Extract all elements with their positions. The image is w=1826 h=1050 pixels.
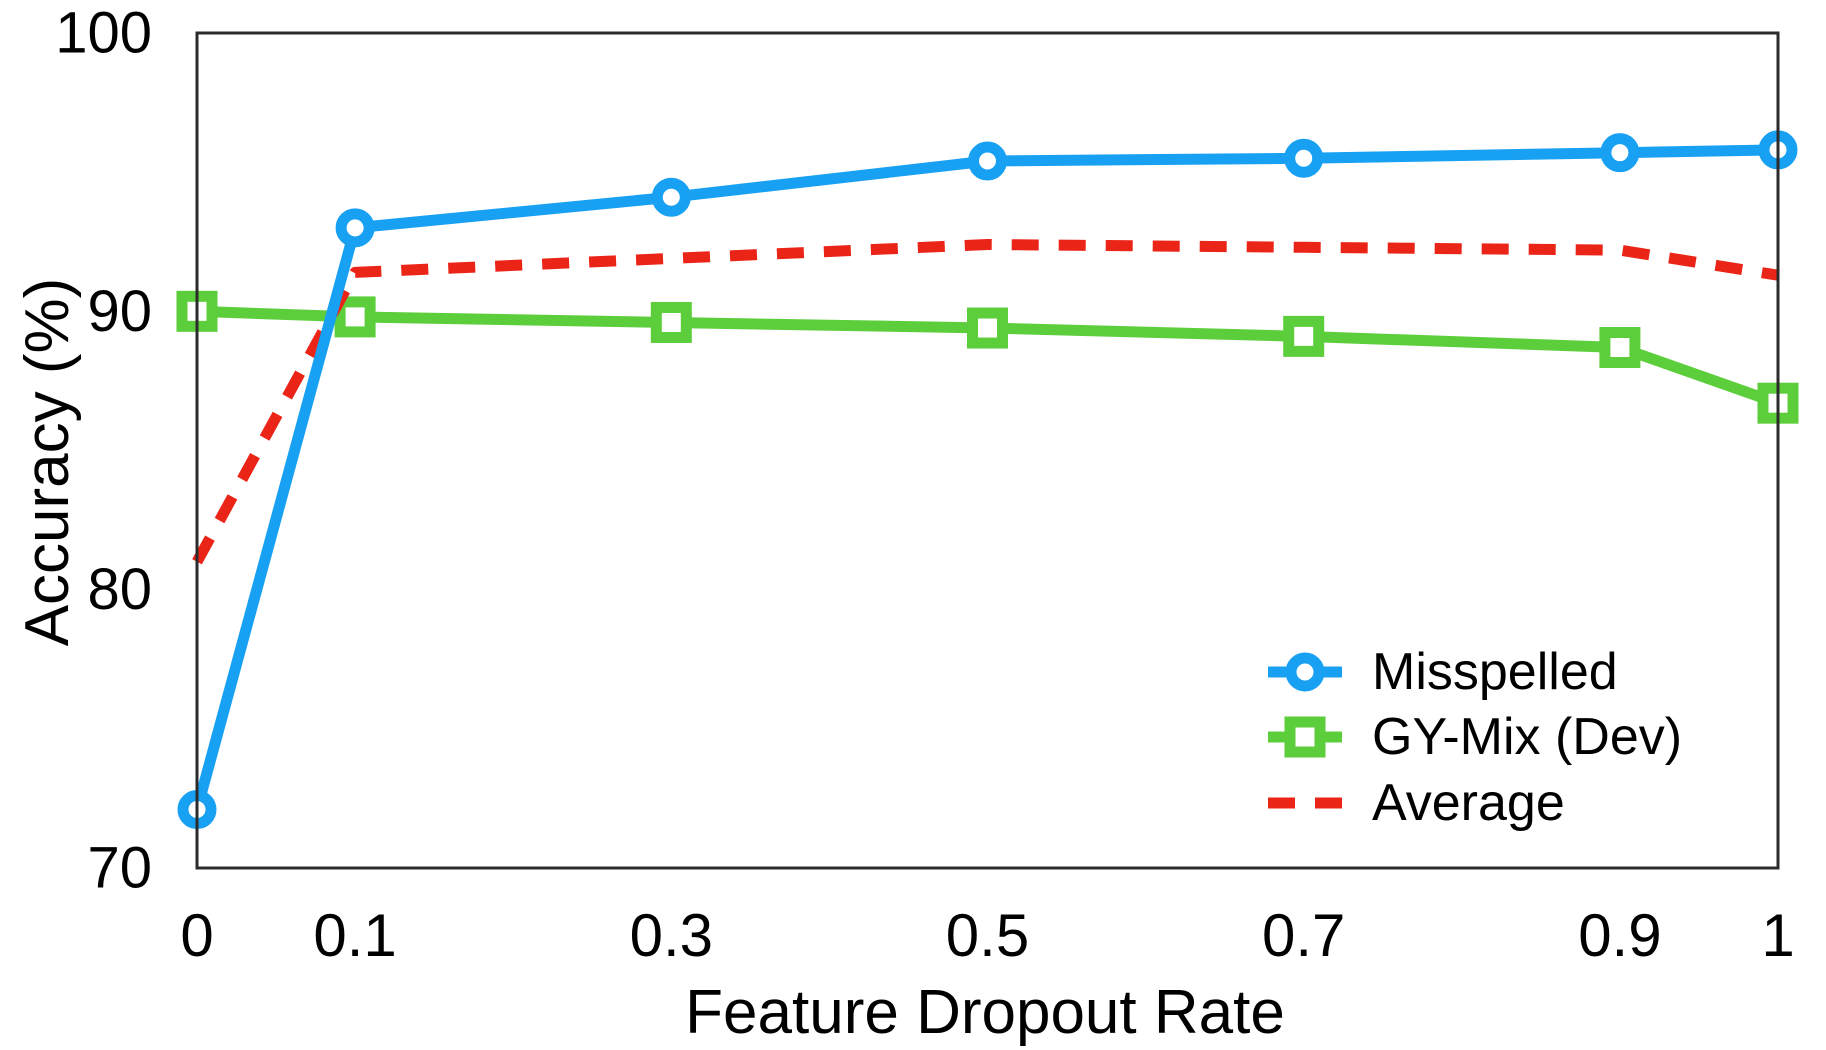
data-point-square xyxy=(1283,315,1325,357)
legend-label: Misspelled xyxy=(1372,643,1618,701)
series-line-average xyxy=(192,239,1779,565)
data-point-circle xyxy=(1600,133,1640,173)
y-tick-label: 100 xyxy=(55,1,152,66)
legend-entry: Misspelled xyxy=(1268,643,1618,701)
x-tick-label: 0.9 xyxy=(1578,902,1661,969)
y-tick-label: 80 xyxy=(87,557,152,622)
legend: Misspelled GY-Mix (Dev) Average xyxy=(1268,643,1682,832)
data-point-square xyxy=(967,307,1008,349)
x-tick-label: 0.7 xyxy=(1262,902,1345,969)
legend-entry: Average xyxy=(1268,774,1565,832)
legend-marker-square xyxy=(1284,716,1326,758)
data-point-circle xyxy=(1284,138,1324,178)
y-tick-label: 70 xyxy=(87,836,152,901)
data-point-circle xyxy=(651,177,691,217)
legend-entry: GY-Mix (Dev) xyxy=(1268,708,1682,766)
legend-label: GY-Mix (Dev) xyxy=(1372,708,1682,766)
x-tick-label: 0.5 xyxy=(946,902,1029,969)
legend-marker-circle xyxy=(1285,652,1325,692)
data-point-circle xyxy=(968,141,1007,181)
y-tick-label: 90 xyxy=(87,279,152,344)
x-tick-label: 1 xyxy=(1761,902,1794,969)
plot-frame xyxy=(195,31,1780,870)
data-point-circle xyxy=(335,208,375,248)
y-axis-title: Accuracy (%) xyxy=(13,277,82,647)
data-point-square xyxy=(334,296,376,338)
x-axis-title: Feature Dropout Rate xyxy=(685,978,1285,1047)
x-tick-label: 0.3 xyxy=(630,902,713,969)
data-point-square xyxy=(1599,327,1641,369)
data-point-square xyxy=(650,301,692,343)
x-tick-label: 0.1 xyxy=(313,902,396,969)
x-tick-label: 0 xyxy=(180,902,213,969)
legend-label: Average xyxy=(1372,774,1565,832)
